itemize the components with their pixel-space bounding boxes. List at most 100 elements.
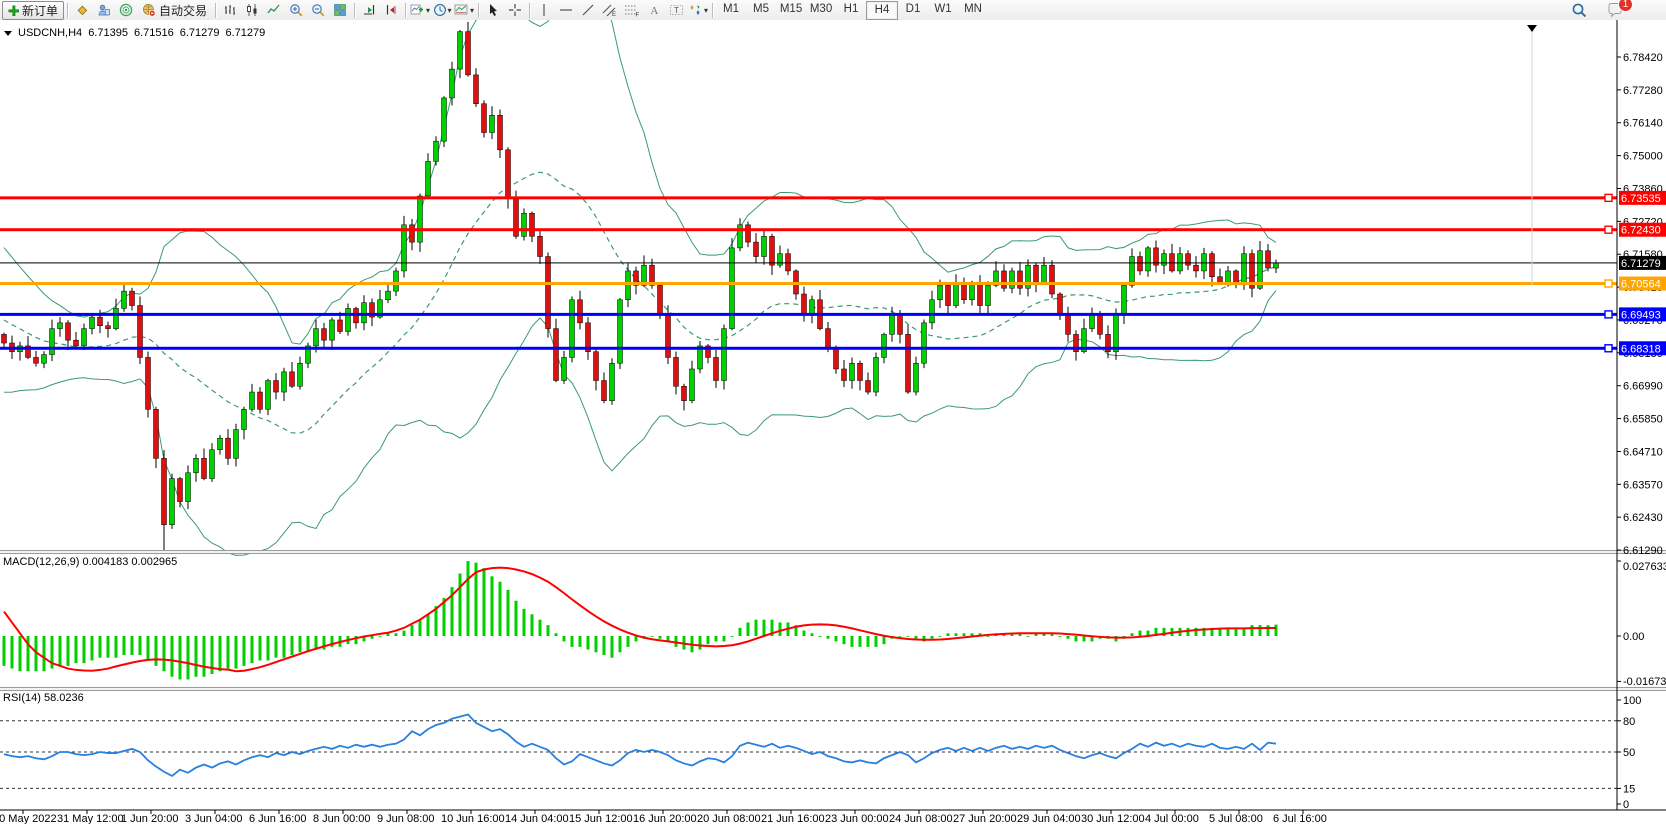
fibonacci-button[interactable]: F xyxy=(621,1,643,19)
panel-separators xyxy=(0,20,1666,811)
svg-text:0.027633: 0.027633 xyxy=(1623,561,1666,573)
crosshair-button[interactable] xyxy=(504,1,526,19)
svg-text:6.70564: 6.70564 xyxy=(1621,279,1661,291)
svg-text:4 Jul 00:00: 4 Jul 00:00 xyxy=(1145,813,1199,824)
chart-canvas[interactable]: 6.784206.772806.761406.750006.738606.727… xyxy=(0,20,1666,824)
svg-text:0.00: 0.00 xyxy=(1623,631,1644,643)
svg-text:16 Jun 20:00: 16 Jun 20:00 xyxy=(633,813,697,824)
zoom-out-button[interactable] xyxy=(307,1,329,19)
fibonacci-icon: F xyxy=(625,5,640,17)
autotrade-icon xyxy=(143,4,156,17)
plus-icon xyxy=(8,5,19,16)
svg-text:100: 100 xyxy=(1623,695,1641,707)
text-label-button[interactable]: T xyxy=(665,1,687,19)
toolbar-separator xyxy=(712,2,714,18)
svg-text:6.76140: 6.76140 xyxy=(1623,118,1663,130)
timeframe-button-M5[interactable]: M5 xyxy=(753,3,770,15)
chart-shift-button[interactable] xyxy=(380,1,402,19)
svg-text:21 Jun 16:00: 21 Jun 16:00 xyxy=(761,813,825,824)
svg-text:30 May 2022: 30 May 2022 xyxy=(0,813,57,824)
svg-text:6 Jul 16:00: 6 Jul 16:00 xyxy=(1273,813,1327,824)
timeframe-button-M1[interactable]: M1 xyxy=(723,3,740,15)
rsi-axis: 100 80 50 15 0 xyxy=(1617,695,1641,811)
toolbar-right: 1 xyxy=(1568,0,1633,19)
tile-windows-icon xyxy=(334,4,346,16)
svg-text:15: 15 xyxy=(1623,783,1635,795)
vertical-line-icon xyxy=(543,4,545,16)
zoom-in-icon xyxy=(289,3,303,17)
search-button[interactable] xyxy=(1568,1,1590,19)
periods-button[interactable]: ▾ xyxy=(431,1,453,19)
timeframe-button-M30[interactable]: M30 xyxy=(809,3,833,15)
svg-text:-0.016736: -0.016736 xyxy=(1623,676,1666,688)
chat-icon xyxy=(1608,3,1621,18)
market-watch-button[interactable] xyxy=(93,1,115,19)
svg-text:80: 80 xyxy=(1623,716,1635,728)
metaeditor-button[interactable] xyxy=(71,1,93,19)
cursor-button[interactable] xyxy=(482,1,504,19)
candlestick-chart-button[interactable] xyxy=(241,1,263,19)
svg-text:9 Jun 08:00: 9 Jun 08:00 xyxy=(377,813,435,824)
macd-axis: 0.027633 0.00 -0.016736 xyxy=(1617,560,1666,688)
signals-icon xyxy=(119,3,133,17)
notification-badge: 1 xyxy=(1618,0,1633,12)
market-watch-icon xyxy=(98,4,111,16)
svg-text:0: 0 xyxy=(1623,799,1629,811)
new-order-button[interactable]: 新订单 xyxy=(2,0,65,20)
indicators-button[interactable]: ▾ xyxy=(409,1,431,19)
svg-text:1 Jun 20:00: 1 Jun 20:00 xyxy=(121,813,179,824)
arrows-button[interactable]: ▾ xyxy=(687,1,709,19)
timeframe-button-H1[interactable]: H1 xyxy=(843,3,859,15)
candlestick-series xyxy=(1,21,1279,551)
timeframe-button-W1[interactable]: W1 xyxy=(934,3,952,15)
trendline-button[interactable] xyxy=(577,1,599,19)
cursor-icon xyxy=(489,4,497,16)
svg-text:10 Jun 16:00: 10 Jun 16:00 xyxy=(441,813,505,824)
chart-shift-marker xyxy=(1527,25,1537,285)
svg-text:6.64710: 6.64710 xyxy=(1623,446,1663,458)
svg-text:30 Jun 12:00: 30 Jun 12:00 xyxy=(1081,813,1145,824)
zoom-out-icon xyxy=(311,3,325,17)
timeframe-button-M15[interactable]: M15 xyxy=(779,3,803,15)
dropdown-caret: ▾ xyxy=(470,5,475,15)
tile-windows-button[interactable] xyxy=(329,1,351,19)
templates-button[interactable]: ▾ xyxy=(453,1,475,19)
horizontal-line-button[interactable] xyxy=(555,1,577,19)
timeframe-button-H4[interactable]: H4 xyxy=(866,0,899,20)
svg-text:E: E xyxy=(612,12,616,17)
svg-text:29 Jun 04:00: 29 Jun 04:00 xyxy=(1017,813,1081,824)
equidistant-channel-button[interactable]: E xyxy=(599,1,621,19)
signals-button[interactable] xyxy=(115,1,137,19)
chat-button[interactable]: 1 xyxy=(1604,0,1633,19)
svg-text:6.78420: 6.78420 xyxy=(1623,52,1663,64)
horizontal-line-icon xyxy=(560,9,573,11)
zoom-in-button[interactable] xyxy=(285,1,307,19)
toolbar-separator xyxy=(478,2,480,18)
trendline-icon xyxy=(582,4,594,16)
line-chart-icon xyxy=(267,4,280,14)
bar-chart-button[interactable] xyxy=(219,1,241,19)
auto-scroll-button[interactable] xyxy=(358,1,380,19)
toolbar-separator xyxy=(529,2,531,18)
timeframe-button-MN[interactable]: MN xyxy=(964,3,982,15)
svg-text:3 Jun 04:00: 3 Jun 04:00 xyxy=(185,813,243,824)
dropdown-caret: ▾ xyxy=(447,5,452,15)
svg-text:8 Jun 00:00: 8 Jun 00:00 xyxy=(313,813,371,824)
svg-text:6.71279: 6.71279 xyxy=(1621,258,1661,270)
autotrade-button[interactable]: 自动交易 xyxy=(137,2,212,19)
svg-text:15 Jun 12:00: 15 Jun 12:00 xyxy=(569,813,633,824)
svg-text:6 Jun 16:00: 6 Jun 16:00 xyxy=(249,813,307,824)
svg-text:6.61290: 6.61290 xyxy=(1623,545,1663,557)
svg-text:23 Jun 00:00: 23 Jun 00:00 xyxy=(825,813,889,824)
vertical-line-button[interactable] xyxy=(533,1,555,19)
timeframe-button-D1[interactable]: D1 xyxy=(905,3,921,15)
svg-text:6.65850: 6.65850 xyxy=(1623,414,1663,426)
line-chart-button[interactable] xyxy=(263,1,285,19)
text-button[interactable]: A xyxy=(643,1,665,19)
text-label-icon: T xyxy=(669,5,683,15)
price-axis: 6.784206.772806.761406.750006.738606.727… xyxy=(1617,52,1666,557)
crosshair-icon xyxy=(509,4,522,16)
svg-text:6.77280: 6.77280 xyxy=(1623,85,1663,97)
svg-text:6.68318: 6.68318 xyxy=(1621,343,1661,355)
indicators-icon xyxy=(410,4,424,15)
